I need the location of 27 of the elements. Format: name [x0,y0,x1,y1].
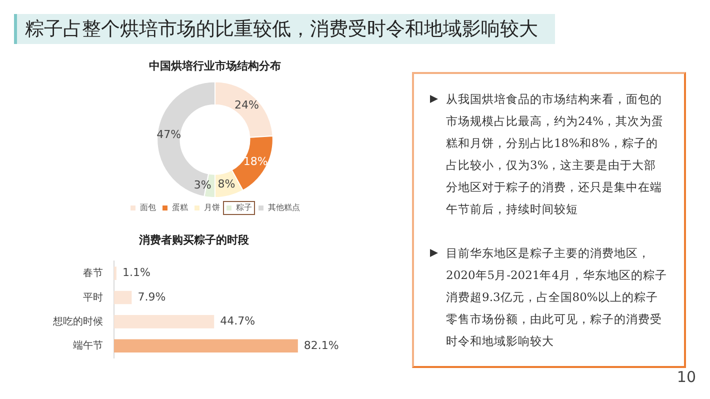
data-label: 8% [218,177,236,190]
legend-label: 月饼 [204,203,220,212]
data-label: 44.7% [220,314,256,328]
y-tick-label: 端午节 [73,340,103,352]
y-tick-label: 平时 [83,291,103,304]
bar [114,315,214,328]
data-label: 18% [243,154,268,168]
data-label: 3% [194,178,212,192]
text: 10 [676,368,696,386]
bar [114,339,298,353]
data-label: 47% [156,128,182,142]
legend-label: 粽子 [236,203,252,212]
text: 从我国烘培食品的市场结构来看，面包的市场规模占比最高，约为24%，其次为蛋糕和月饼，分别占比18%和8%，粽子的占比较小，仅为3%，这主要是由于大部分地区对于粽子的消费，还只是集中在端午节前后，持续时间较短 [445,91,665,218]
data-label: 82.1% [304,338,339,352]
text: 目前华东地区是粽子主要的消费地区，2020年5月-2021年4月，华东地区的粽子消费超9.3亿元，占全国80%以上的粽子零售市场份额，由此可见，粽子的消费受时令和地域影响较大 [445,245,668,350]
y-tick-label: 想吃的时候 [52,315,103,328]
y-tick-label: 春节 [83,267,103,280]
chart-title: 消费者购买粽子的时段 [138,234,250,247]
legend-label: 蛋糕 [172,203,188,212]
legend-label: 其他糕点 [268,203,300,212]
data-label: 24% [234,98,259,112]
data-label: 7.9% [138,290,166,304]
chart-title: 中国烘培行业市场结构分布 [149,60,281,73]
data-label: 1.1% [122,266,150,280]
legend-label: 面包 [140,203,156,212]
bar [114,290,132,304]
text: 粽子占整个烘培市场的比重较低，消费受时令和地域影响较大 [14,14,555,44]
